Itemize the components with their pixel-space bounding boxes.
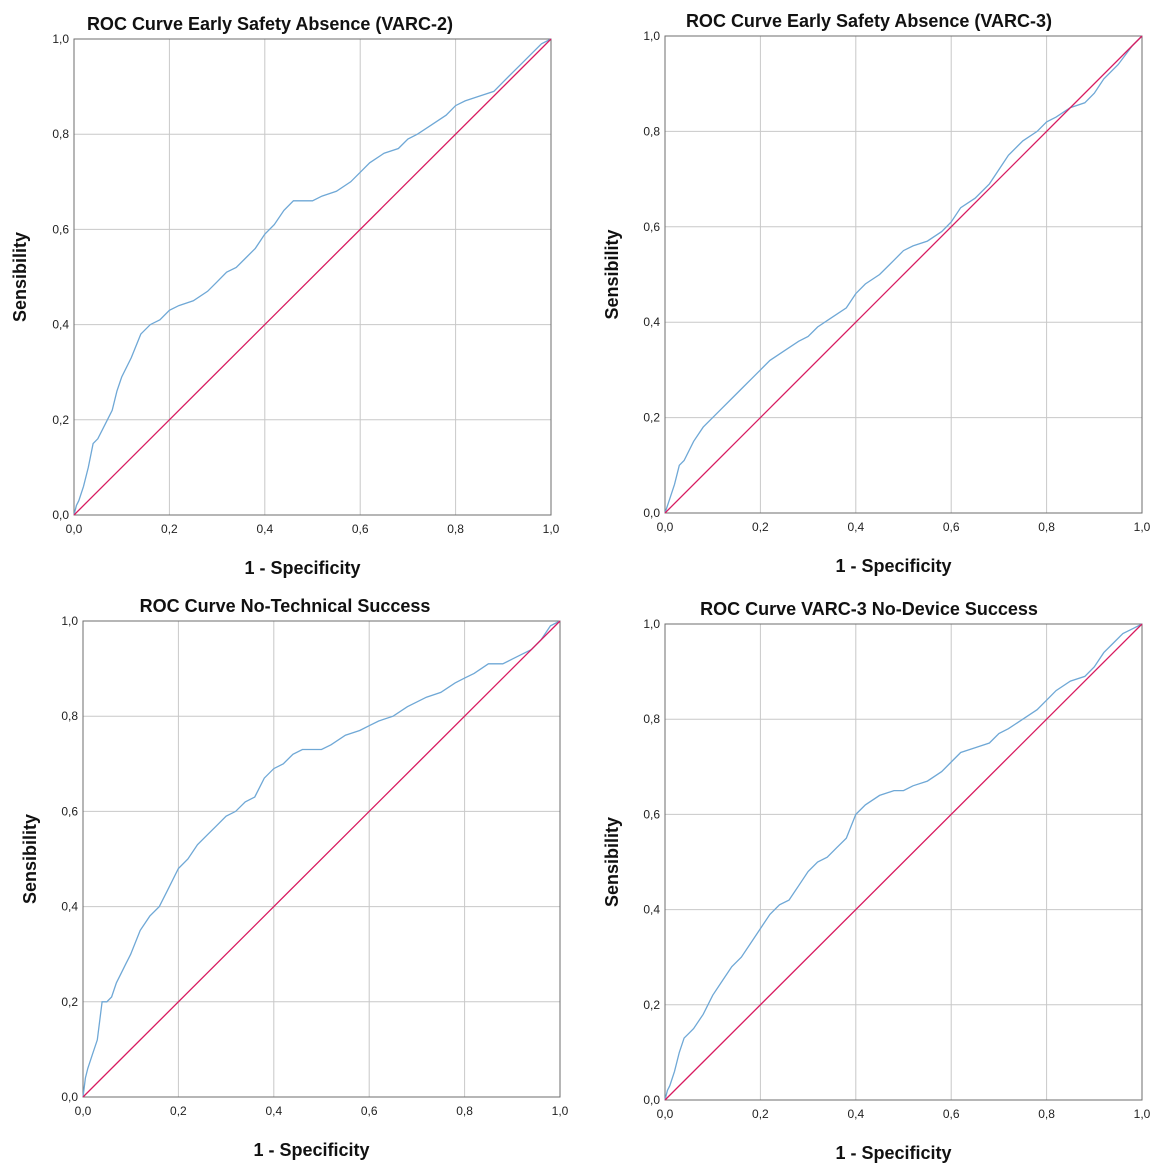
x-tick-label: 0,6 <box>943 520 960 534</box>
chart-title: ROC Curve Early Safety Absence (VARC-2) <box>87 14 453 34</box>
chart-svg: 0,0 0,2 0,4 0,6 0,8 1,0 0,0 0,2 0,4 0,6 0,8 1,0 ROC … <box>602 11 1151 576</box>
y-axis-label: Sensibility <box>20 814 40 904</box>
x-tick-label: 0,2 <box>161 522 178 536</box>
roc-curve-line <box>82 620 561 1098</box>
roc-curve-line <box>664 623 1143 1101</box>
y-tick-label: 0,8 <box>643 712 660 726</box>
y-tick-label: 1,0 <box>643 617 660 631</box>
plot-frame <box>73 38 552 516</box>
x-tick-label: 0,8 <box>447 522 464 536</box>
y-axis-label: Sensibility <box>602 817 622 907</box>
plot-frame <box>82 620 561 1098</box>
y-tick-label: 0,2 <box>643 998 660 1012</box>
chart-panel-varc3-no-device-success: 0,0 0,2 0,4 0,6 0,8 1,0 0,0 0,2 0,4 0,6 0,8 1,0 ROC … <box>577 581 1154 1163</box>
x-tick-label: 0,6 <box>943 1107 960 1121</box>
y-tick-label: 0,4 <box>643 315 660 329</box>
x-tick-label: 0,4 <box>847 1107 864 1121</box>
y-tick-label: 0,6 <box>52 222 69 236</box>
x-tick-label: 1,0 <box>543 522 560 536</box>
x-tick-label: 0,0 <box>75 1104 92 1118</box>
reference-diagonal-line <box>664 35 1143 514</box>
y-tick-label: 0,2 <box>61 995 78 1009</box>
x-tick-label: 0,8 <box>1038 520 1055 534</box>
chart-title: ROC Curve Early Safety Absence (VARC-3) <box>686 11 1052 31</box>
x-tick-label: 0,8 <box>1038 1107 1055 1121</box>
reference-diagonal-line <box>82 620 561 1098</box>
x-tick-label: 1,0 <box>552 1104 569 1118</box>
y-tick-label: 0,0 <box>643 506 660 520</box>
y-tick-label: 0,6 <box>61 804 78 818</box>
chart-svg: 0,0 0,2 0,4 0,6 0,8 1,0 0,0 0,2 0,4 0,6 0,8 1,0 ROC … <box>602 599 1151 1163</box>
roc-curve-line <box>73 38 552 516</box>
y-tick-label: 0,4 <box>61 900 78 914</box>
y-tick-label: 1,0 <box>52 32 69 46</box>
y-tick-label: 0,8 <box>643 124 660 138</box>
y-tick-label: 0,0 <box>643 1093 660 1107</box>
y-tick-label: 0,8 <box>61 709 78 723</box>
plot-frame <box>664 623 1143 1101</box>
x-tick-label: 0,8 <box>456 1104 473 1118</box>
y-tick-label: 0,6 <box>643 807 660 821</box>
x-tick-label: 0,0 <box>657 1107 674 1121</box>
x-tick-label: 0,4 <box>256 522 273 536</box>
x-tick-label: 1,0 <box>1134 1107 1151 1121</box>
x-tick-label: 0,0 <box>657 520 674 534</box>
x-tick-label: 0,2 <box>752 520 769 534</box>
x-axis-label: 1 - Specificity <box>835 1143 951 1163</box>
y-axis-label: Sensibility <box>602 229 622 319</box>
chart-svg: 0,0 0,2 0,4 0,6 0,8 1,0 0,0 0,2 0,4 0,6 0,8 1,0 ROC … <box>10 14 560 578</box>
x-tick-label: 0,4 <box>265 1104 282 1118</box>
reference-diagonal-line <box>664 623 1143 1101</box>
y-tick-label: 0,0 <box>52 508 69 522</box>
chart-title: ROC Curve No-Technical Success <box>140 596 431 616</box>
chart-title: ROC Curve VARC-3 No-Device Success <box>700 599 1038 619</box>
y-tick-label: 0,8 <box>52 127 69 141</box>
y-tick-label: 1,0 <box>643 29 660 43</box>
x-tick-label: 0,0 <box>66 522 83 536</box>
x-tick-label: 0,2 <box>752 1107 769 1121</box>
y-tick-label: 1,0 <box>61 614 78 628</box>
y-tick-label: 0,2 <box>52 413 69 427</box>
reference-diagonal-line <box>73 38 552 516</box>
x-tick-label: 0,6 <box>361 1104 378 1118</box>
y-tick-label: 0,0 <box>61 1090 78 1104</box>
x-axis-label: 1 - Specificity <box>244 558 360 578</box>
chart-panel-no-technical-success: 0,0 0,2 0,4 0,6 0,8 1,0 0,0 0,2 0,4 0,6 0,8 1,0 ROC … <box>0 581 577 1163</box>
x-tick-label: 0,6 <box>352 522 369 536</box>
y-tick-label: 0,6 <box>643 220 660 234</box>
y-axis-label: Sensibility <box>10 232 30 322</box>
x-axis-label: 1 - Specificity <box>253 1140 369 1160</box>
y-tick-label: 0,4 <box>643 903 660 917</box>
y-tick-label: 0,4 <box>52 318 69 332</box>
roc-curve-line <box>664 35 1143 514</box>
y-tick-label: 0,2 <box>643 411 660 425</box>
x-axis-label: 1 - Specificity <box>835 556 951 576</box>
chart-svg: 0,0 0,2 0,4 0,6 0,8 1,0 0,0 0,2 0,4 0,6 0,8 1,0 ROC … <box>20 596 569 1160</box>
x-tick-label: 1,0 <box>1134 520 1151 534</box>
chart-panel-varc2-early-safety: 0,0 0,2 0,4 0,6 0,8 1,0 0,0 0,2 0,4 0,6 0,8 1,0 ROC … <box>0 0 577 581</box>
x-tick-label: 0,2 <box>170 1104 187 1118</box>
chart-panel-varc3-early-safety: 0,0 0,2 0,4 0,6 0,8 1,0 0,0 0,2 0,4 0,6 0,8 1,0 ROC … <box>577 0 1154 581</box>
plot-frame <box>664 35 1143 514</box>
x-tick-label: 0,4 <box>847 520 864 534</box>
